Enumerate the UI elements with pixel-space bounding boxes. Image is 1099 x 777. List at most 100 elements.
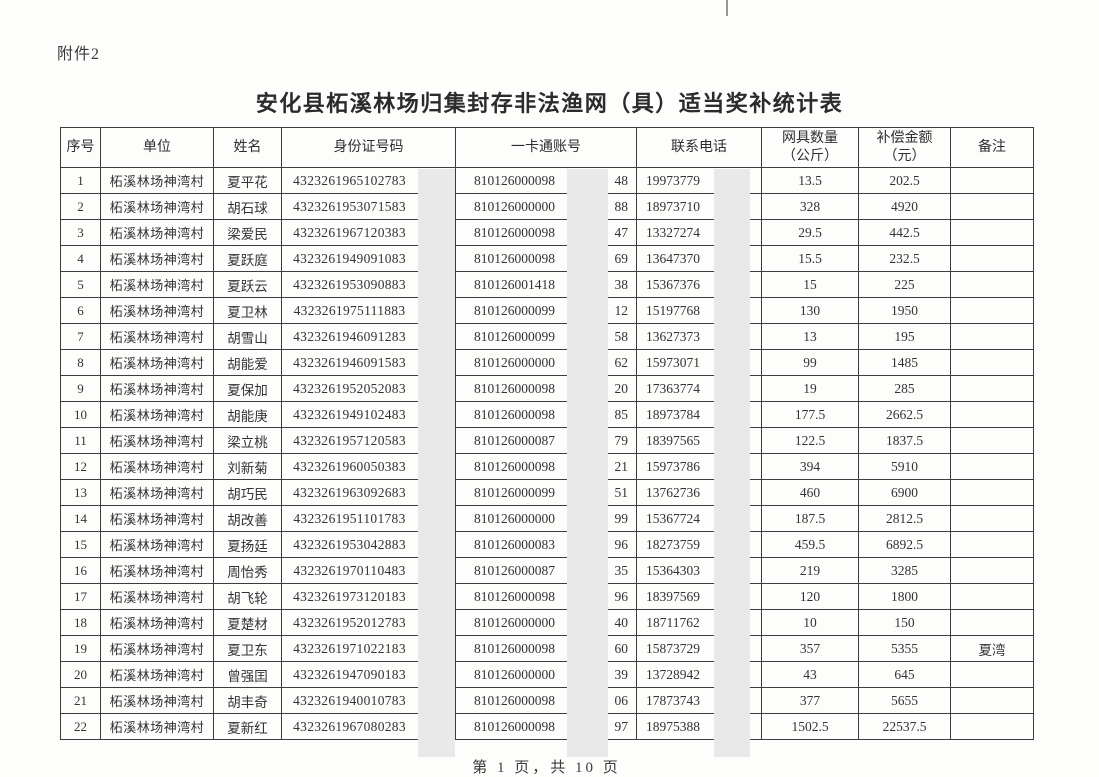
net-quantity-cell: 43 [761, 661, 859, 688]
compensation-amount-cell: 195 [858, 323, 951, 350]
account-prefix: 810126000098 [474, 640, 555, 656]
account-suffix: 96 [614, 588, 629, 604]
person-name-cell: 胡能爱 [213, 349, 282, 376]
remark-cell [950, 245, 1034, 272]
header-label: 一卡通账号 [511, 139, 581, 155]
account-suffix: 58 [614, 328, 629, 344]
table-row: 8 柘溪林场神湾村 胡能爱 4323261946091583 810126000000 6… [60, 349, 1034, 376]
compensation-amount-cell: 232.5 [858, 245, 951, 272]
row-index-cell: 21 [60, 687, 101, 714]
account-number-cell: 810126000098 96 [455, 583, 637, 610]
person-name-cell: 梁立桃 [213, 427, 282, 454]
unit-cell: 柘溪林场神湾村 [100, 193, 214, 220]
row-index-cell: 15 [60, 531, 101, 558]
person-name-cell: 梁爱民 [213, 219, 282, 246]
row-index-cell: 3 [60, 219, 101, 246]
header-label: 姓名 [233, 139, 262, 155]
person-name-cell: 胡雪山 [213, 323, 282, 350]
person-name-cell: 胡能庚 [213, 401, 282, 428]
account-number: 810126000098 60 [457, 640, 636, 657]
unit-cell: 柘溪林场神湾村 [100, 687, 214, 714]
account-number: 810126000099 12 [457, 303, 636, 319]
account-number: 810126000098 20 [457, 381, 636, 397]
account-suffix: 88 [614, 198, 629, 214]
remark-cell [950, 375, 1034, 402]
remark-cell [950, 505, 1034, 532]
net-quantity-cell: 219 [761, 557, 859, 584]
compensation-amount-cell: 150 [858, 609, 951, 636]
row-index-cell: 16 [60, 557, 101, 584]
remark-cell [950, 453, 1034, 480]
unit-cell: 柘溪林场神湾村 [100, 167, 214, 194]
document-title: 安化县柘溪林场归集封存非法渔网（具）适当奖补统计表 [255, 91, 844, 116]
person-name-cell: 周怡秀 [213, 557, 282, 584]
header-cell-6: 网具数量 （公斤） [761, 127, 859, 168]
person-name-cell: 夏卫林 [213, 297, 282, 324]
unit-cell: 柘溪林场神湾村 [100, 297, 214, 324]
person-name-cell: 夏保加 [213, 375, 282, 402]
account-prefix: 810126000098 [474, 458, 555, 474]
person-name-cell: 夏平花 [213, 167, 282, 194]
person-name-cell: 胡石球 [213, 193, 282, 220]
account-prefix: 810126001418 [474, 276, 555, 292]
net-quantity-cell: 460 [761, 479, 859, 506]
row-index-cell: 13 [60, 479, 101, 506]
row-index-cell: 6 [60, 297, 101, 324]
table-row: 2 柘溪林场神湾村 胡石球 4323261953071583 810126000000 8… [60, 193, 1034, 220]
account-suffix: 97 [614, 718, 629, 734]
compensation-amount-cell: 1837.5 [858, 427, 951, 454]
unit-cell: 柘溪林场神湾村 [100, 479, 214, 506]
remark-cell [950, 271, 1034, 298]
unit-cell: 柘溪林场神湾村 [100, 609, 214, 636]
account-number-cell: 810126000098 20 [455, 375, 637, 402]
compensation-amount-cell: 6892.5 [858, 531, 951, 558]
account-suffix: 48 [614, 172, 629, 188]
net-quantity-cell: 130 [761, 297, 859, 324]
row-index-cell: 2 [60, 193, 101, 220]
compensation-amount-cell: 5655 [858, 687, 951, 714]
table-row: 17 柘溪林场神湾村 胡飞轮 4323261973120183 810126000098… [60, 583, 1034, 610]
row-index-cell: 5 [60, 271, 101, 298]
page-number-footer: 第 1 页，共 10 页 [472, 760, 621, 776]
account-number-cell: 810126000098 48 [455, 167, 637, 194]
header-label: 单位 [143, 139, 171, 155]
account-number: 810126000000 99 [457, 511, 636, 527]
net-quantity-cell: 15.5 [761, 245, 859, 272]
table-row: 21 柘溪林场神湾村 胡丰奇 4323261940010783 810126000098… [60, 687, 1034, 714]
compensation-amount-cell: 1800 [858, 583, 951, 610]
compensation-amount-cell: 1950 [858, 297, 951, 324]
account-prefix: 810126000099 [474, 328, 555, 344]
redaction-box-account-column [567, 169, 608, 757]
account-number: 810126000087 79 [457, 433, 636, 449]
remark-cell [950, 687, 1034, 714]
compensation-amount-cell: 5355 [858, 635, 951, 662]
remark-cell: 夏湾 [950, 635, 1034, 662]
compensation-amount-cell: 6900 [858, 479, 951, 506]
person-name-cell: 夏扬廷 [213, 531, 282, 558]
account-suffix: 35 [614, 562, 629, 578]
account-prefix: 810126000000 [474, 666, 555, 682]
row-index-cell: 10 [60, 401, 101, 428]
net-quantity-cell: 120 [761, 583, 859, 610]
unit-cell: 柘溪林场神湾村 [100, 635, 214, 662]
unit-cell: 柘溪林场神湾村 [100, 323, 214, 350]
person-name-cell: 曾强囯 [213, 661, 282, 688]
account-number-cell: 810126000099 51 [455, 479, 637, 506]
table-row: 3 柘溪林场神湾村 梁爱民 4323261967120383 810126000098 4… [60, 219, 1034, 246]
person-name-cell: 刘新菊 [213, 453, 282, 480]
account-number: 810126000099 58 [457, 328, 636, 345]
table-row: 13 柘溪林场神湾村 胡巧民 4323261963092683 810126000099… [60, 479, 1034, 506]
account-suffix: 62 [614, 354, 629, 370]
account-number: 810126000098 85 [457, 407, 636, 423]
compensation-amount-cell: 225 [858, 271, 951, 298]
person-name-cell: 夏跃云 [213, 271, 282, 298]
unit-cell: 柘溪林场神湾村 [100, 505, 214, 532]
table-row: 20 柘溪林场神湾村 曾强囯 4323261947090183 810126000000… [60, 661, 1034, 688]
account-number: 810126000098 97 [457, 718, 636, 735]
table-row: 18 柘溪林场神湾村 夏楚材 4323261952012783 810126000000… [60, 609, 1034, 636]
unit-cell: 柘溪林场神湾村 [100, 349, 214, 376]
row-index-cell: 14 [60, 505, 101, 532]
unit-cell: 柘溪林场神湾村 [100, 401, 214, 428]
